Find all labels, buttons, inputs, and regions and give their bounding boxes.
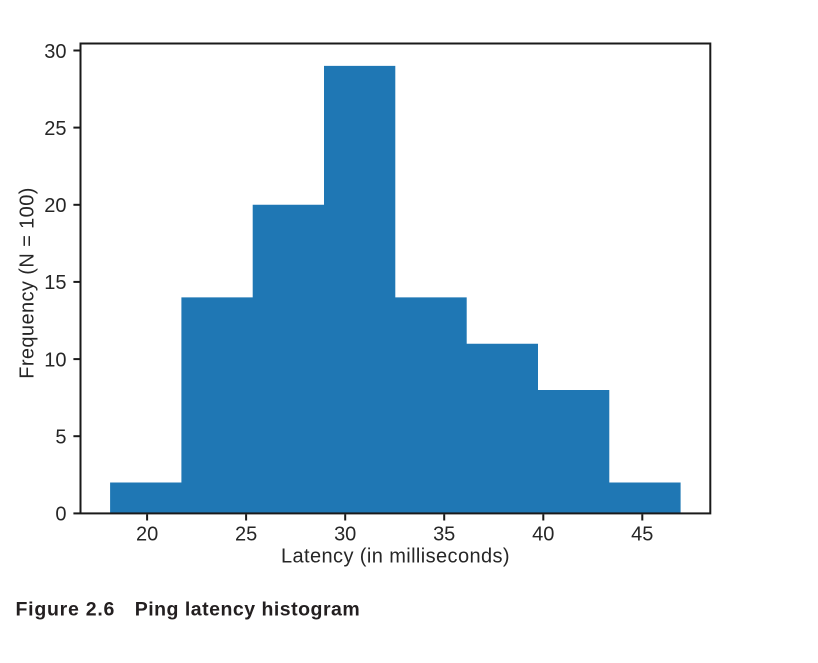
svg-text:Figure 2.6: Figure 2.6 [16, 599, 116, 621]
svg-text:40: 40 [532, 524, 554, 546]
svg-text:15: 15 [44, 272, 66, 294]
svg-text:20: 20 [44, 195, 66, 217]
svg-text:25: 25 [44, 118, 66, 140]
svg-text:20: 20 [136, 524, 158, 546]
svg-text:30: 30 [334, 524, 356, 546]
svg-text:Latency (in milliseconds): Latency (in milliseconds) [281, 546, 510, 568]
svg-text:30: 30 [44, 41, 66, 63]
svg-text:Frequency (N = 100): Frequency (N = 100) [17, 187, 39, 379]
svg-text:10: 10 [44, 349, 66, 371]
svg-text:25: 25 [235, 524, 257, 546]
svg-text:5: 5 [55, 427, 66, 449]
svg-text:45: 45 [631, 524, 653, 546]
svg-text:35: 35 [433, 524, 455, 546]
svg-text:0: 0 [55, 504, 66, 526]
svg-text:Ping latency histogram: Ping latency histogram [135, 599, 361, 621]
